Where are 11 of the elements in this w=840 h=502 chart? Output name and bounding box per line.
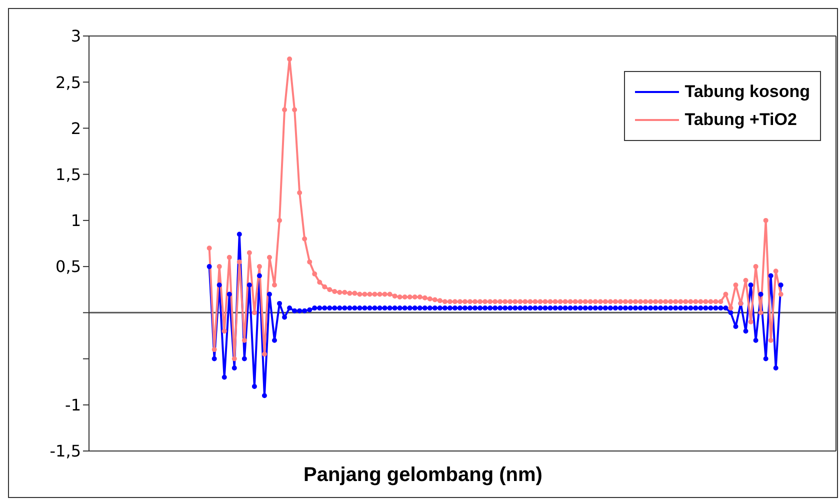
- y-tick-label: 2: [70, 118, 81, 138]
- y-tick-label: 1: [70, 211, 81, 230]
- x-axis-title: Panjang gelombang (nm): [302, 464, 544, 487]
- y-tick-label: 1,5: [56, 165, 81, 184]
- y-tick-label: -1: [65, 396, 81, 415]
- y-tick-label: -1,5: [50, 442, 81, 461]
- y-tick-label: 0,5: [56, 257, 81, 276]
- legend-label: Tabung +TiO2: [684, 110, 797, 130]
- y-tick-label: 2,5: [56, 72, 81, 92]
- y-tick-label: 3: [70, 26, 81, 46]
- legend-label: Tabung kosong: [684, 82, 810, 102]
